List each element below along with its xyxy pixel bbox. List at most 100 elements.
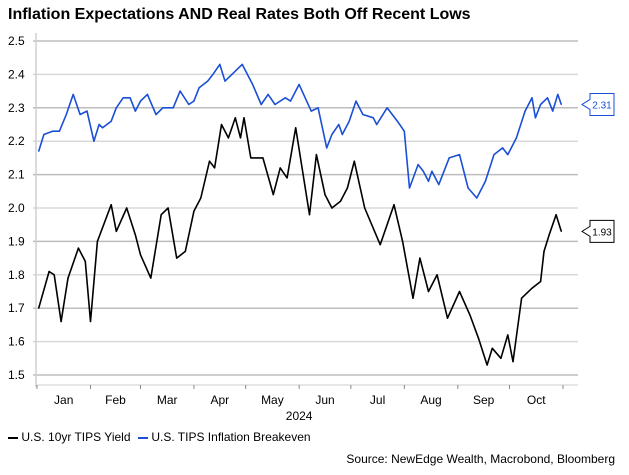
data-point bbox=[110, 120, 112, 122]
data-point bbox=[79, 113, 81, 116]
data-point bbox=[207, 80, 209, 82]
data-point bbox=[431, 170, 433, 172]
data-point bbox=[272, 194, 274, 196]
y-tick-label: 1.5 bbox=[8, 368, 25, 382]
legend-swatch-blue bbox=[138, 436, 148, 439]
data-point bbox=[67, 277, 69, 279]
data-point bbox=[101, 127, 104, 129]
data-point bbox=[555, 214, 557, 216]
data-point bbox=[524, 110, 526, 112]
legend-item-tips-yield: U.S. 10yr TIPS Yield bbox=[8, 430, 131, 444]
legend-item-breakeven: U.S. TIPS Inflation Breakeven bbox=[138, 430, 311, 444]
data-point bbox=[224, 80, 226, 82]
y-tick-label: 2.4 bbox=[8, 67, 25, 81]
series-line-breakeven bbox=[37, 63, 563, 199]
data-point bbox=[476, 197, 478, 199]
data-point bbox=[160, 214, 162, 216]
data-point bbox=[458, 153, 461, 156]
y-tick-label: 2.2 bbox=[8, 134, 25, 148]
data-point bbox=[493, 153, 495, 156]
data-point bbox=[115, 230, 117, 232]
data-point bbox=[241, 63, 243, 65]
data-point bbox=[251, 83, 254, 86]
data-point bbox=[310, 110, 312, 112]
data-point bbox=[427, 180, 430, 182]
last-value-callout bbox=[581, 92, 615, 116]
y-tick-label: 1.7 bbox=[8, 301, 25, 315]
data-point bbox=[512, 361, 514, 363]
data-point bbox=[86, 110, 88, 112]
data-point bbox=[534, 117, 537, 119]
data-point bbox=[543, 250, 545, 253]
data-point bbox=[284, 97, 286, 99]
data-point bbox=[362, 113, 364, 116]
data-point bbox=[72, 93, 74, 96]
y-tick-label: 2.0 bbox=[8, 201, 25, 215]
data-point bbox=[317, 107, 319, 109]
series-points bbox=[38, 63, 562, 199]
data-point bbox=[231, 73, 233, 75]
data-point bbox=[422, 170, 424, 172]
data-point bbox=[396, 120, 399, 122]
x-tick-label: Apr bbox=[210, 393, 229, 407]
data-point bbox=[53, 274, 55, 276]
data-point bbox=[484, 180, 486, 182]
y-tick-label: 1.8 bbox=[8, 268, 25, 282]
data-point bbox=[393, 204, 395, 206]
chart-title: Inflation Expectations AND Real Rates Bo… bbox=[8, 6, 471, 23]
data-point bbox=[560, 230, 562, 232]
data-point bbox=[243, 117, 245, 119]
data-point bbox=[250, 157, 252, 159]
data-point bbox=[546, 97, 549, 99]
data-point bbox=[200, 197, 202, 199]
x-tick-label: May bbox=[261, 393, 284, 407]
data-point bbox=[93, 140, 95, 142]
data-point bbox=[198, 87, 200, 89]
data-point bbox=[372, 117, 374, 119]
data-point bbox=[267, 93, 269, 96]
data-point bbox=[548, 234, 550, 236]
x-tick-label: Feb bbox=[105, 393, 126, 407]
x-tick-label: Jan bbox=[54, 393, 73, 407]
data-point bbox=[326, 147, 328, 149]
data-point bbox=[308, 214, 311, 216]
data-point bbox=[193, 210, 195, 212]
data-point bbox=[355, 100, 357, 102]
data-point bbox=[176, 257, 178, 259]
data-point bbox=[38, 307, 40, 309]
last-value-label: 2.31 bbox=[592, 100, 612, 111]
data-point bbox=[260, 103, 262, 106]
data-point bbox=[110, 204, 112, 206]
last-value-callout bbox=[581, 219, 615, 243]
data-point bbox=[408, 187, 411, 189]
data-point bbox=[134, 234, 136, 236]
data-point bbox=[458, 290, 461, 293]
data-point bbox=[286, 177, 288, 179]
data-point bbox=[560, 103, 562, 106]
x-tick-label: Mar bbox=[157, 393, 178, 407]
x-tick-label: Sep bbox=[473, 393, 495, 407]
data-point bbox=[234, 117, 236, 119]
data-point bbox=[348, 120, 350, 122]
data-point bbox=[379, 244, 381, 246]
data-point bbox=[324, 194, 326, 196]
data-point bbox=[279, 167, 281, 169]
data-point bbox=[98, 123, 100, 126]
series-points bbox=[38, 117, 562, 366]
data-point bbox=[146, 93, 148, 96]
data-point bbox=[500, 357, 502, 359]
data-point bbox=[139, 100, 142, 102]
data-point bbox=[58, 130, 61, 132]
data-point bbox=[427, 290, 430, 293]
data-point bbox=[43, 133, 45, 136]
x-axis-label: 2024 bbox=[286, 409, 313, 423]
data-point bbox=[552, 110, 554, 112]
data-point bbox=[531, 287, 533, 289]
y-tick-label: 1.6 bbox=[8, 335, 25, 349]
legend-swatch-black bbox=[8, 436, 18, 439]
data-point bbox=[214, 167, 216, 169]
data-point bbox=[122, 97, 124, 99]
data-point bbox=[331, 133, 333, 136]
data-point bbox=[491, 347, 493, 349]
